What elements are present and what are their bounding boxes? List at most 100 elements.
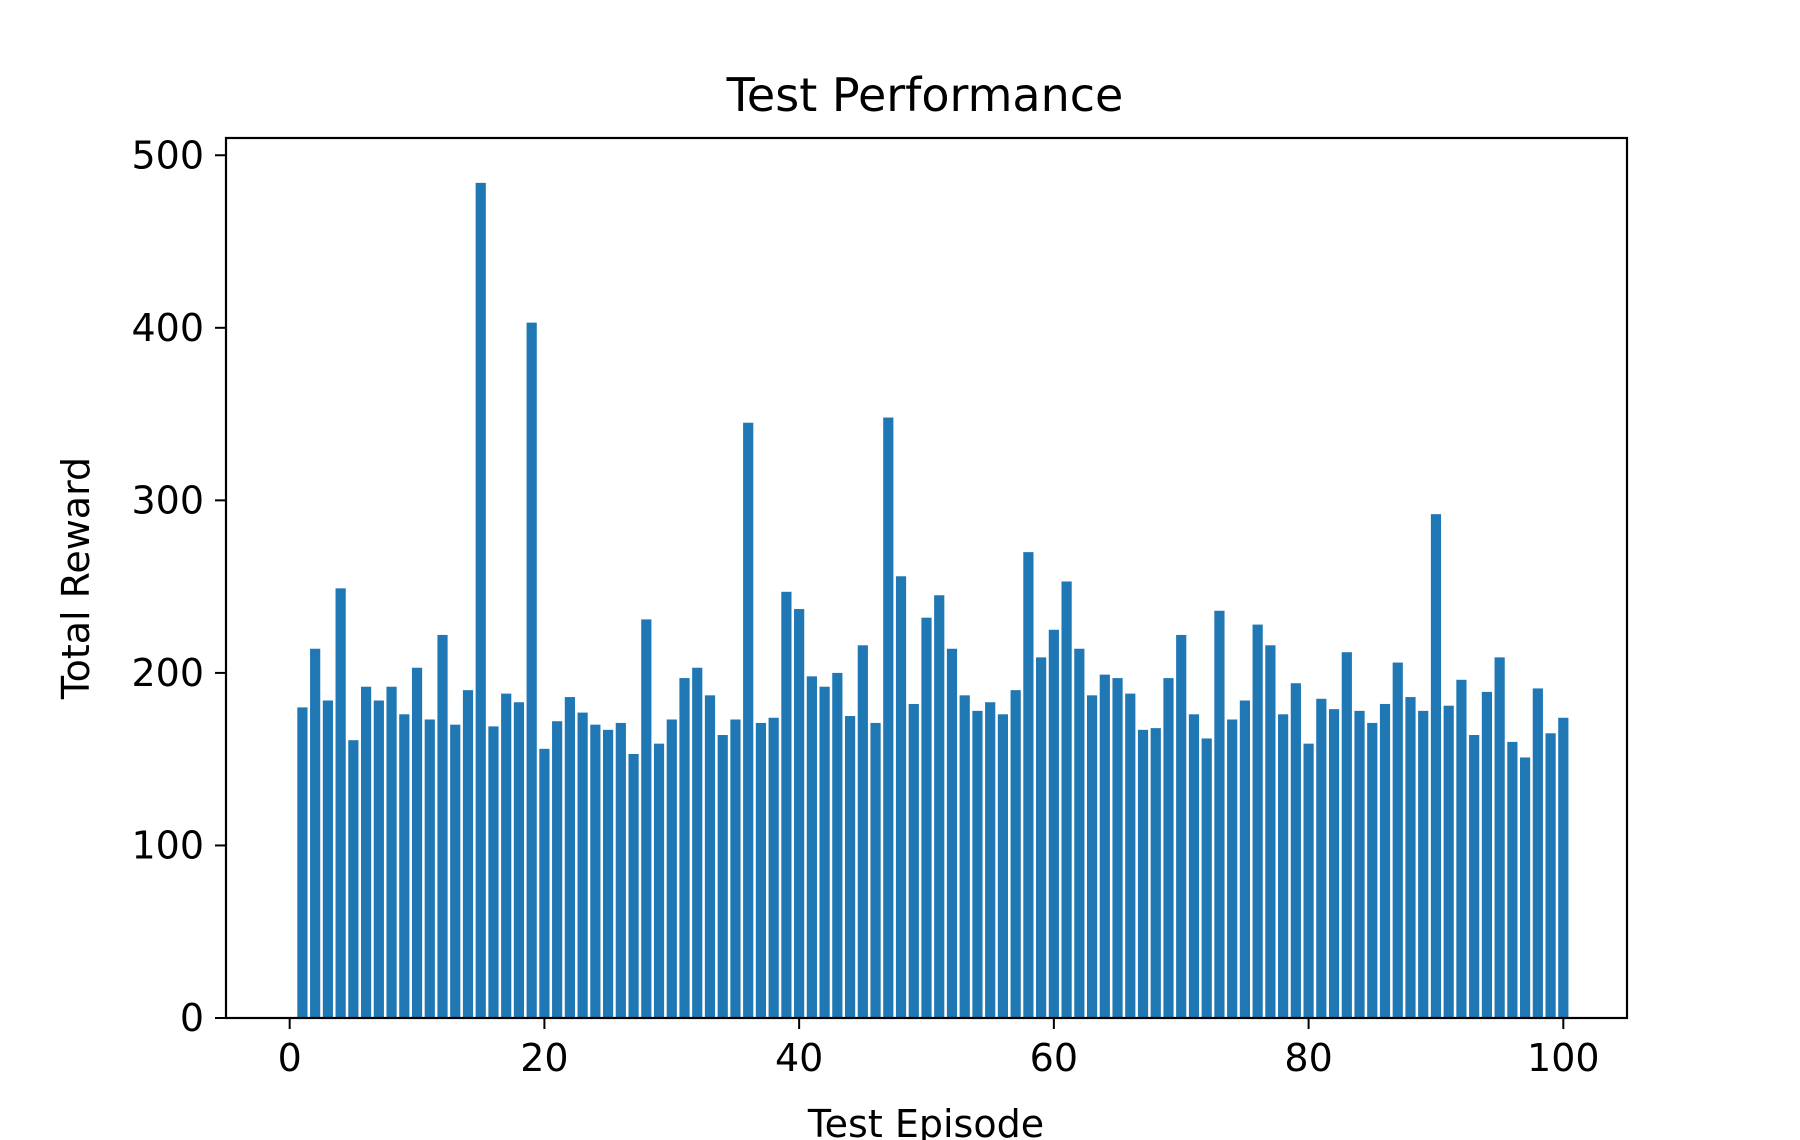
x-axis-label: Test Episode <box>807 1102 1044 1140</box>
bar <box>934 595 945 1018</box>
bar <box>1469 735 1480 1018</box>
bar <box>1214 610 1225 1018</box>
bar <box>552 721 563 1018</box>
x-tick-label: 60 <box>1030 1036 1078 1080</box>
bar <box>1252 624 1263 1018</box>
x-tick-label: 100 <box>1527 1036 1600 1080</box>
x-tick-label: 0 <box>278 1036 302 1080</box>
bar <box>335 588 346 1018</box>
bar <box>1201 738 1212 1018</box>
y-axis-label: Total Reward <box>54 457 98 700</box>
bar <box>1048 629 1059 1018</box>
bar <box>348 740 359 1018</box>
bar <box>883 417 894 1018</box>
bar <box>997 714 1009 1018</box>
bar <box>475 182 486 1019</box>
bar <box>1278 714 1289 1018</box>
y-tick-label: 300 <box>131 478 204 522</box>
bar <box>743 422 754 1019</box>
bar <box>832 672 843 1018</box>
bar <box>1099 674 1110 1018</box>
bars-group <box>297 182 1569 1019</box>
bar <box>819 686 830 1018</box>
bar <box>1125 693 1136 1018</box>
bar <box>590 724 601 1018</box>
bar <box>615 722 626 1018</box>
bar <box>411 667 423 1018</box>
bar <box>1188 714 1200 1018</box>
bar <box>310 648 321 1018</box>
bar <box>692 667 703 1018</box>
bar <box>1036 657 1047 1018</box>
bar <box>628 754 639 1018</box>
bar <box>972 710 983 1018</box>
bar <box>1392 662 1403 1018</box>
bar <box>399 714 410 1018</box>
bar <box>1354 710 1365 1018</box>
y-axis-ticks: 0 100 200 300 400 500 <box>131 133 226 1040</box>
bar <box>1443 705 1454 1018</box>
bar <box>526 322 537 1018</box>
bar <box>373 700 384 1018</box>
bar <box>1239 700 1250 1018</box>
y-tick-label: 100 <box>131 823 204 867</box>
bar <box>1074 648 1085 1018</box>
bar <box>1150 728 1161 1018</box>
bar <box>794 609 805 1018</box>
bar <box>1112 678 1123 1018</box>
bar <box>1481 691 1492 1018</box>
bar <box>1316 698 1327 1018</box>
x-tick-label: 80 <box>1284 1036 1332 1080</box>
bar <box>755 722 767 1018</box>
bar <box>322 700 333 1018</box>
bar <box>513 702 525 1018</box>
bar <box>870 722 881 1018</box>
bar <box>462 690 474 1018</box>
bar <box>437 634 448 1018</box>
bar <box>1430 514 1442 1018</box>
x-tick-label: 20 <box>520 1036 568 1080</box>
bar <box>577 712 588 1018</box>
bar <box>1558 717 1569 1018</box>
bar <box>921 617 932 1018</box>
y-tick-label: 400 <box>131 306 204 350</box>
bar <box>1494 657 1505 1018</box>
bar <box>297 707 308 1018</box>
bar <box>895 576 907 1018</box>
bar <box>717 735 728 1018</box>
bar <box>1532 688 1543 1018</box>
bar <box>666 719 677 1018</box>
bar <box>1379 703 1391 1018</box>
bar <box>641 619 652 1018</box>
bar <box>730 719 741 1018</box>
bar <box>1086 695 1098 1018</box>
bar <box>704 695 716 1018</box>
bar <box>1367 722 1378 1018</box>
bar <box>603 729 614 1018</box>
bar <box>1061 581 1072 1018</box>
bar <box>908 703 919 1018</box>
bar <box>424 719 435 1018</box>
bar <box>857 645 868 1018</box>
y-tick-label: 200 <box>131 651 204 695</box>
bar <box>679 678 690 1018</box>
bar <box>1507 741 1518 1018</box>
bar <box>781 591 792 1018</box>
bar <box>768 717 779 1018</box>
bar <box>539 748 550 1018</box>
bar <box>946 648 958 1018</box>
bar <box>806 676 817 1018</box>
chart-title: Test Performance <box>726 68 1124 122</box>
bar <box>488 726 499 1018</box>
bar <box>386 686 397 1018</box>
x-axis-ticks: 0 20 40 60 80 100 <box>278 1018 1600 1080</box>
bar <box>1520 757 1531 1018</box>
bar <box>1290 683 1301 1018</box>
bar <box>1265 645 1276 1018</box>
bar <box>959 695 970 1018</box>
bar <box>985 702 996 1018</box>
bar <box>361 686 372 1018</box>
bar <box>1010 690 1021 1018</box>
y-tick-label: 0 <box>180 996 204 1040</box>
